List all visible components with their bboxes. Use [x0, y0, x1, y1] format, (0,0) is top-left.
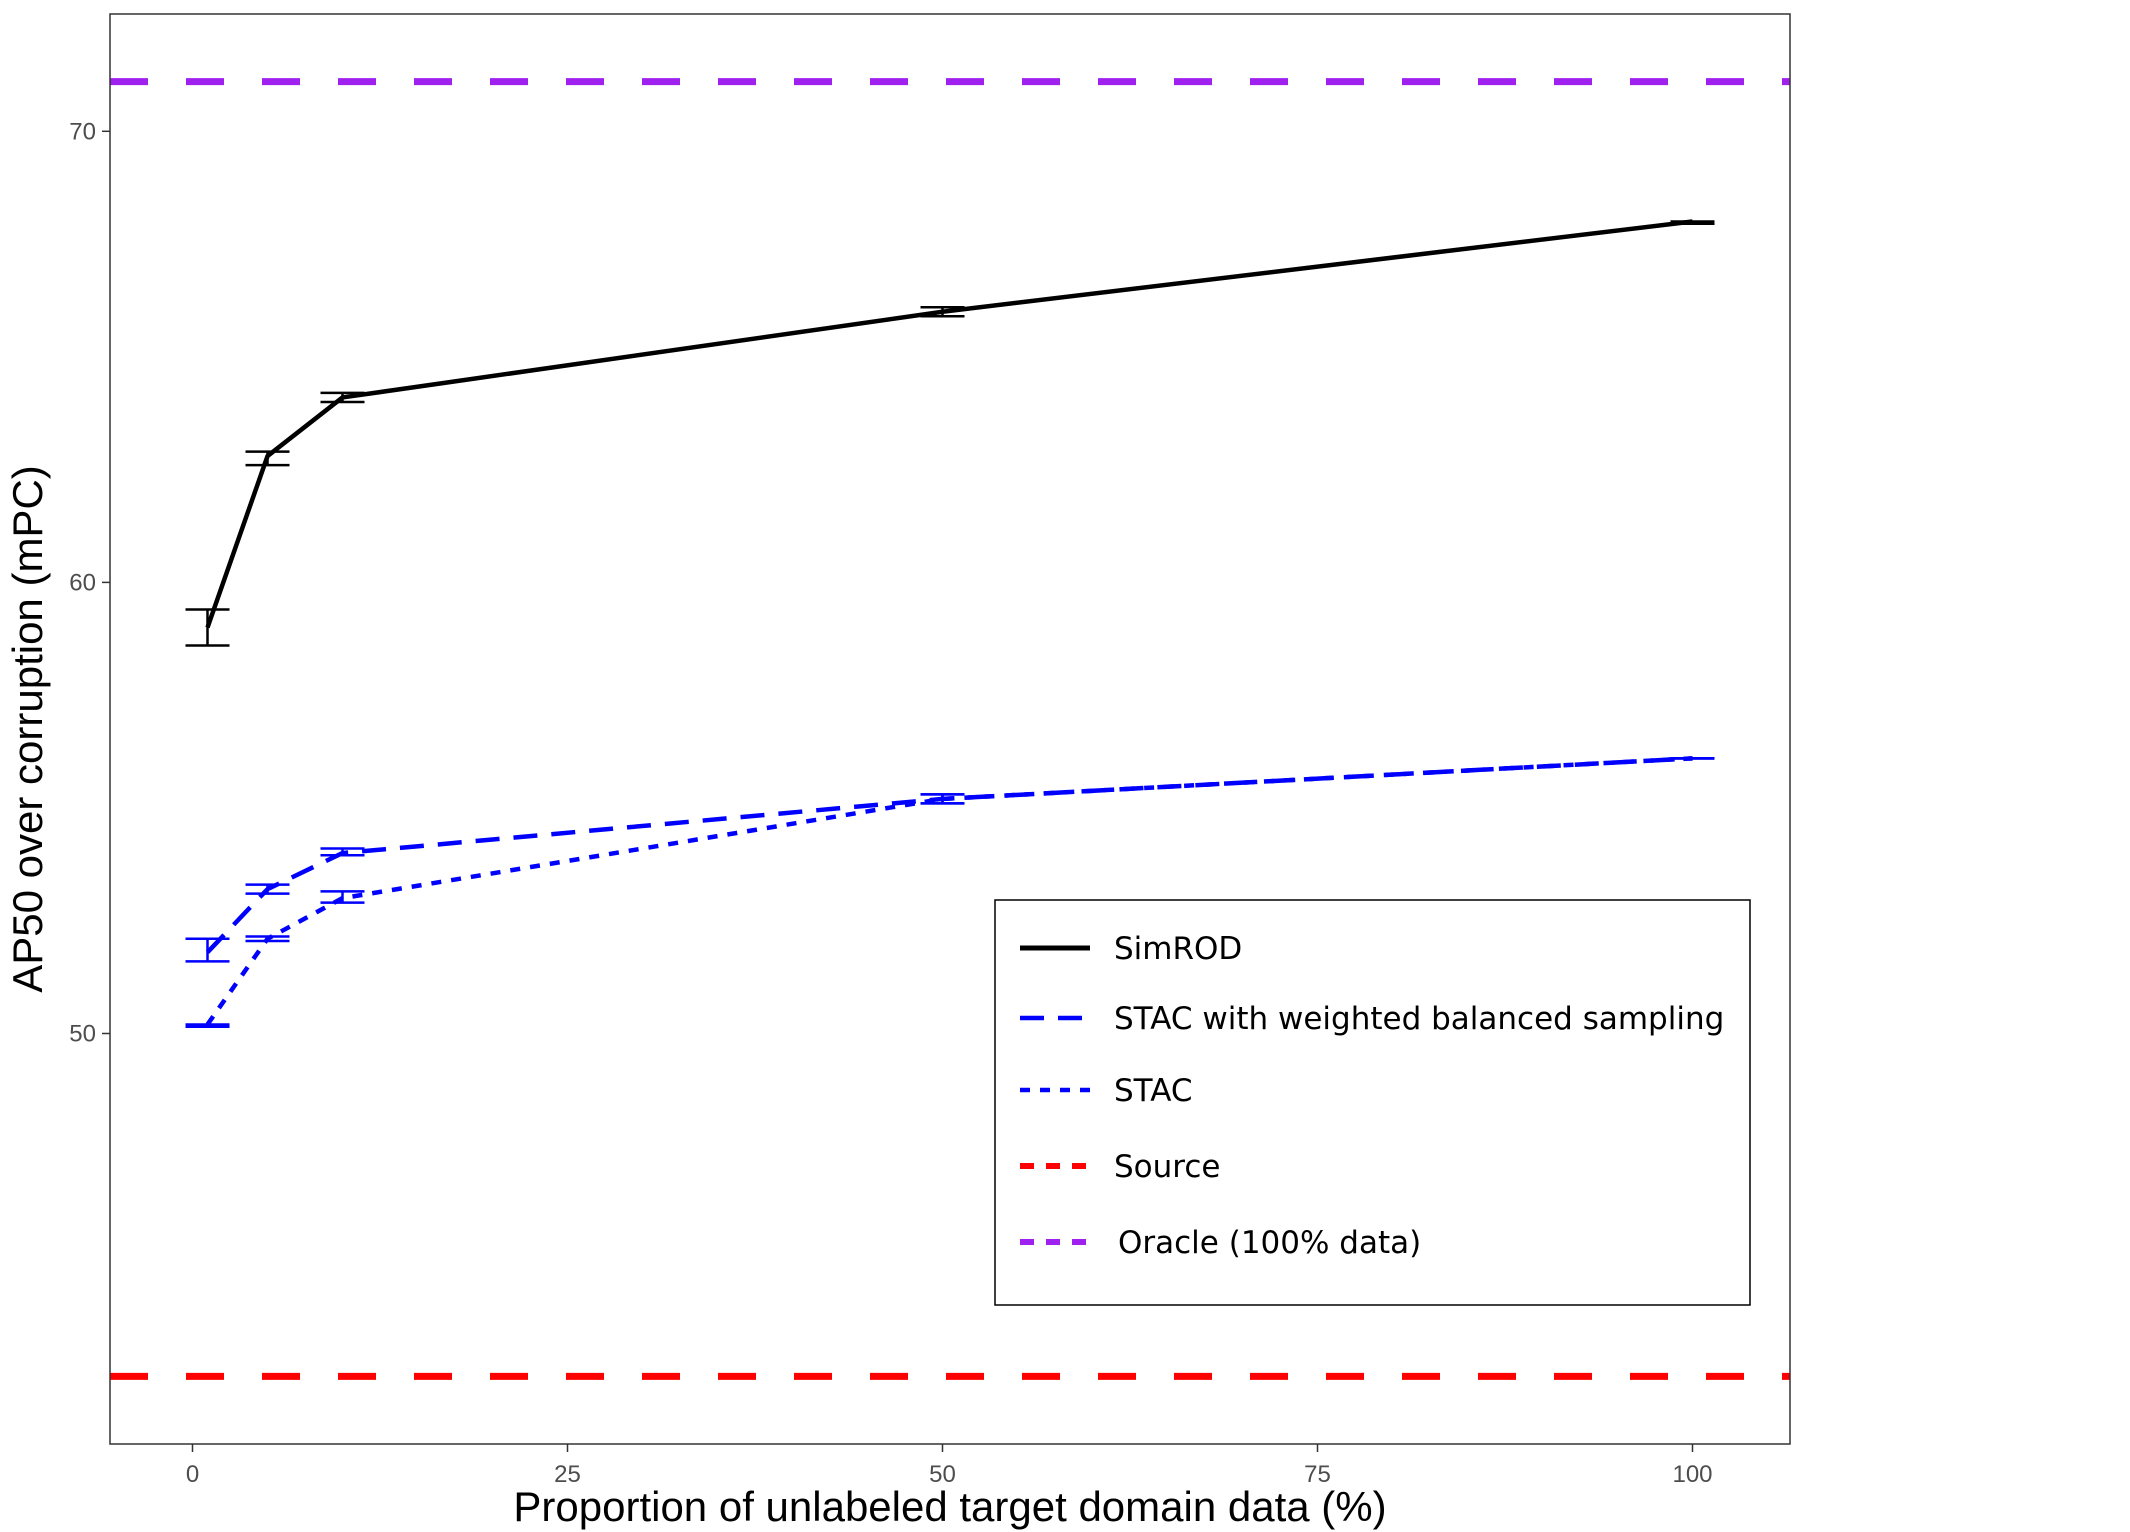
- legend-box: [994, 899, 1751, 1306]
- error-bar: [245, 450, 290, 467]
- legend: SimROD STAC with weighted balanced sampli…: [994, 899, 1751, 1306]
- x-axis-title: Proportion of unlabeled target domain da…: [513, 1483, 1386, 1530]
- error-bar: [245, 883, 290, 895]
- y-tick-label: 70: [69, 118, 96, 145]
- error-bar: [245, 935, 290, 943]
- y-axis: 50 60 70: [69, 118, 110, 1047]
- error-bar: [320, 890, 365, 904]
- error-bar: [320, 847, 365, 857]
- error-bar: [185, 1023, 230, 1028]
- y-axis-title: AP50 over corruption (mPC): [4, 465, 51, 993]
- x-tick-label: 25: [554, 1461, 581, 1488]
- legend-label-1: STAC with weighted balanced sampling: [1114, 1001, 1724, 1037]
- x-tick-label: 50: [929, 1461, 956, 1488]
- series-layer: [185, 219, 1715, 1028]
- x-tick-label: 100: [1672, 1461, 1712, 1488]
- reference-lines: [110, 78, 1790, 1380]
- error-bar: [1670, 220, 1715, 226]
- series-0: [185, 219, 1715, 647]
- plot-panel-border: [109, 13, 1791, 1445]
- x-tick-label: 0: [186, 1461, 199, 1488]
- error-bar: [920, 793, 965, 805]
- x-tick-label: 75: [1304, 1461, 1331, 1488]
- legend-label-0: SimROD: [1114, 931, 1242, 967]
- error-bar: [185, 608, 230, 647]
- error-bar: [920, 305, 965, 318]
- legend-label-3: Source: [1114, 1149, 1220, 1185]
- x-axis: 0 25 50 75 100: [186, 1444, 1713, 1488]
- legend-label-2: STAC: [1114, 1073, 1193, 1109]
- error-bar: [320, 391, 365, 404]
- series-2: [185, 756, 1715, 1028]
- y-tick-label: 50: [69, 1020, 96, 1047]
- error-bar: [185, 937, 230, 963]
- legend-label-4: Oracle (100% data): [1118, 1225, 1421, 1261]
- y-tick-label: 60: [69, 569, 96, 596]
